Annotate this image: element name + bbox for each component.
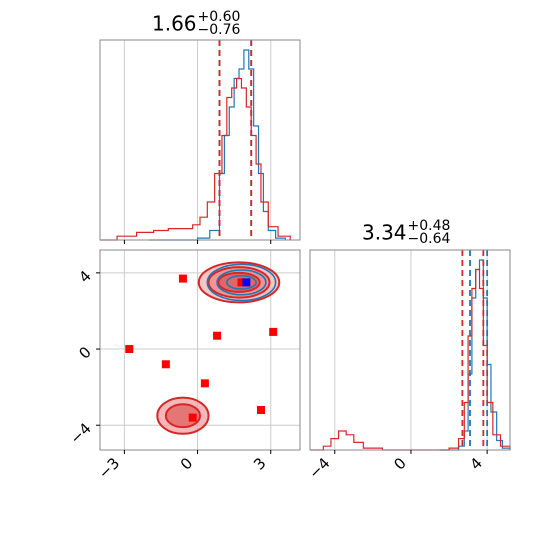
panel3-hist-series-1 bbox=[310, 268, 511, 451]
panel3-title-plus: +0.48 bbox=[407, 217, 451, 234]
panel2-red-point-1 bbox=[161, 360, 170, 369]
panel3-xtick-label-0: −4 bbox=[305, 454, 333, 482]
panel2-red-point-7 bbox=[269, 327, 278, 336]
panel1-title: 1.66 +0.60 −0.76 bbox=[152, 10, 240, 37]
panel3-title-minus: −0.64 bbox=[407, 230, 451, 247]
panel2-blue-contour-2 bbox=[226, 274, 257, 290]
panel2-ytick-label-1: 0 bbox=[75, 343, 94, 362]
panel2-red-point-2 bbox=[178, 274, 187, 283]
panel2-xtick-label-2: 3 bbox=[250, 454, 269, 473]
panel3-xtick-label-1: 0 bbox=[390, 454, 409, 473]
panel3-title: 3.34 +0.48 −0.64 bbox=[362, 219, 450, 246]
panel2-red-point-0 bbox=[125, 345, 134, 354]
panel2-blue-point-0 bbox=[242, 278, 251, 287]
panel2-red-point-3 bbox=[188, 413, 197, 422]
panel2-ytick-label-0: −4 bbox=[66, 419, 94, 447]
panel3-frame bbox=[309, 249, 511, 451]
panel1-title-value: 1.66 bbox=[152, 11, 197, 36]
panel1-title-minus: −0.76 bbox=[197, 21, 241, 38]
panel2-red-point-8 bbox=[237, 278, 246, 287]
panel1-title-plus: +0.60 bbox=[197, 8, 241, 25]
panel2-plot-area bbox=[125, 261, 281, 435]
panel2-frame bbox=[99, 249, 301, 451]
panel2-red-point-6 bbox=[256, 406, 265, 414]
panel1-hist-series-1 bbox=[100, 77, 291, 241]
panel2-ytick-label-2: 4 bbox=[75, 267, 94, 286]
panel2-red-point-5 bbox=[213, 331, 222, 340]
panel2-xtick-label-0: −3 bbox=[95, 454, 123, 482]
panel2-blue-contour-1 bbox=[216, 269, 267, 296]
panel2-red-point-4 bbox=[200, 379, 209, 388]
panel2-xtick-label-1: 0 bbox=[177, 454, 196, 473]
panel2-blue-contour-0 bbox=[206, 263, 277, 302]
panel1-frame bbox=[99, 39, 301, 241]
panel3-title-value: 3.34 bbox=[362, 220, 407, 245]
panel1-hist-series-0 bbox=[148, 49, 286, 241]
panel3-xtick-label-2: 4 bbox=[466, 454, 485, 473]
